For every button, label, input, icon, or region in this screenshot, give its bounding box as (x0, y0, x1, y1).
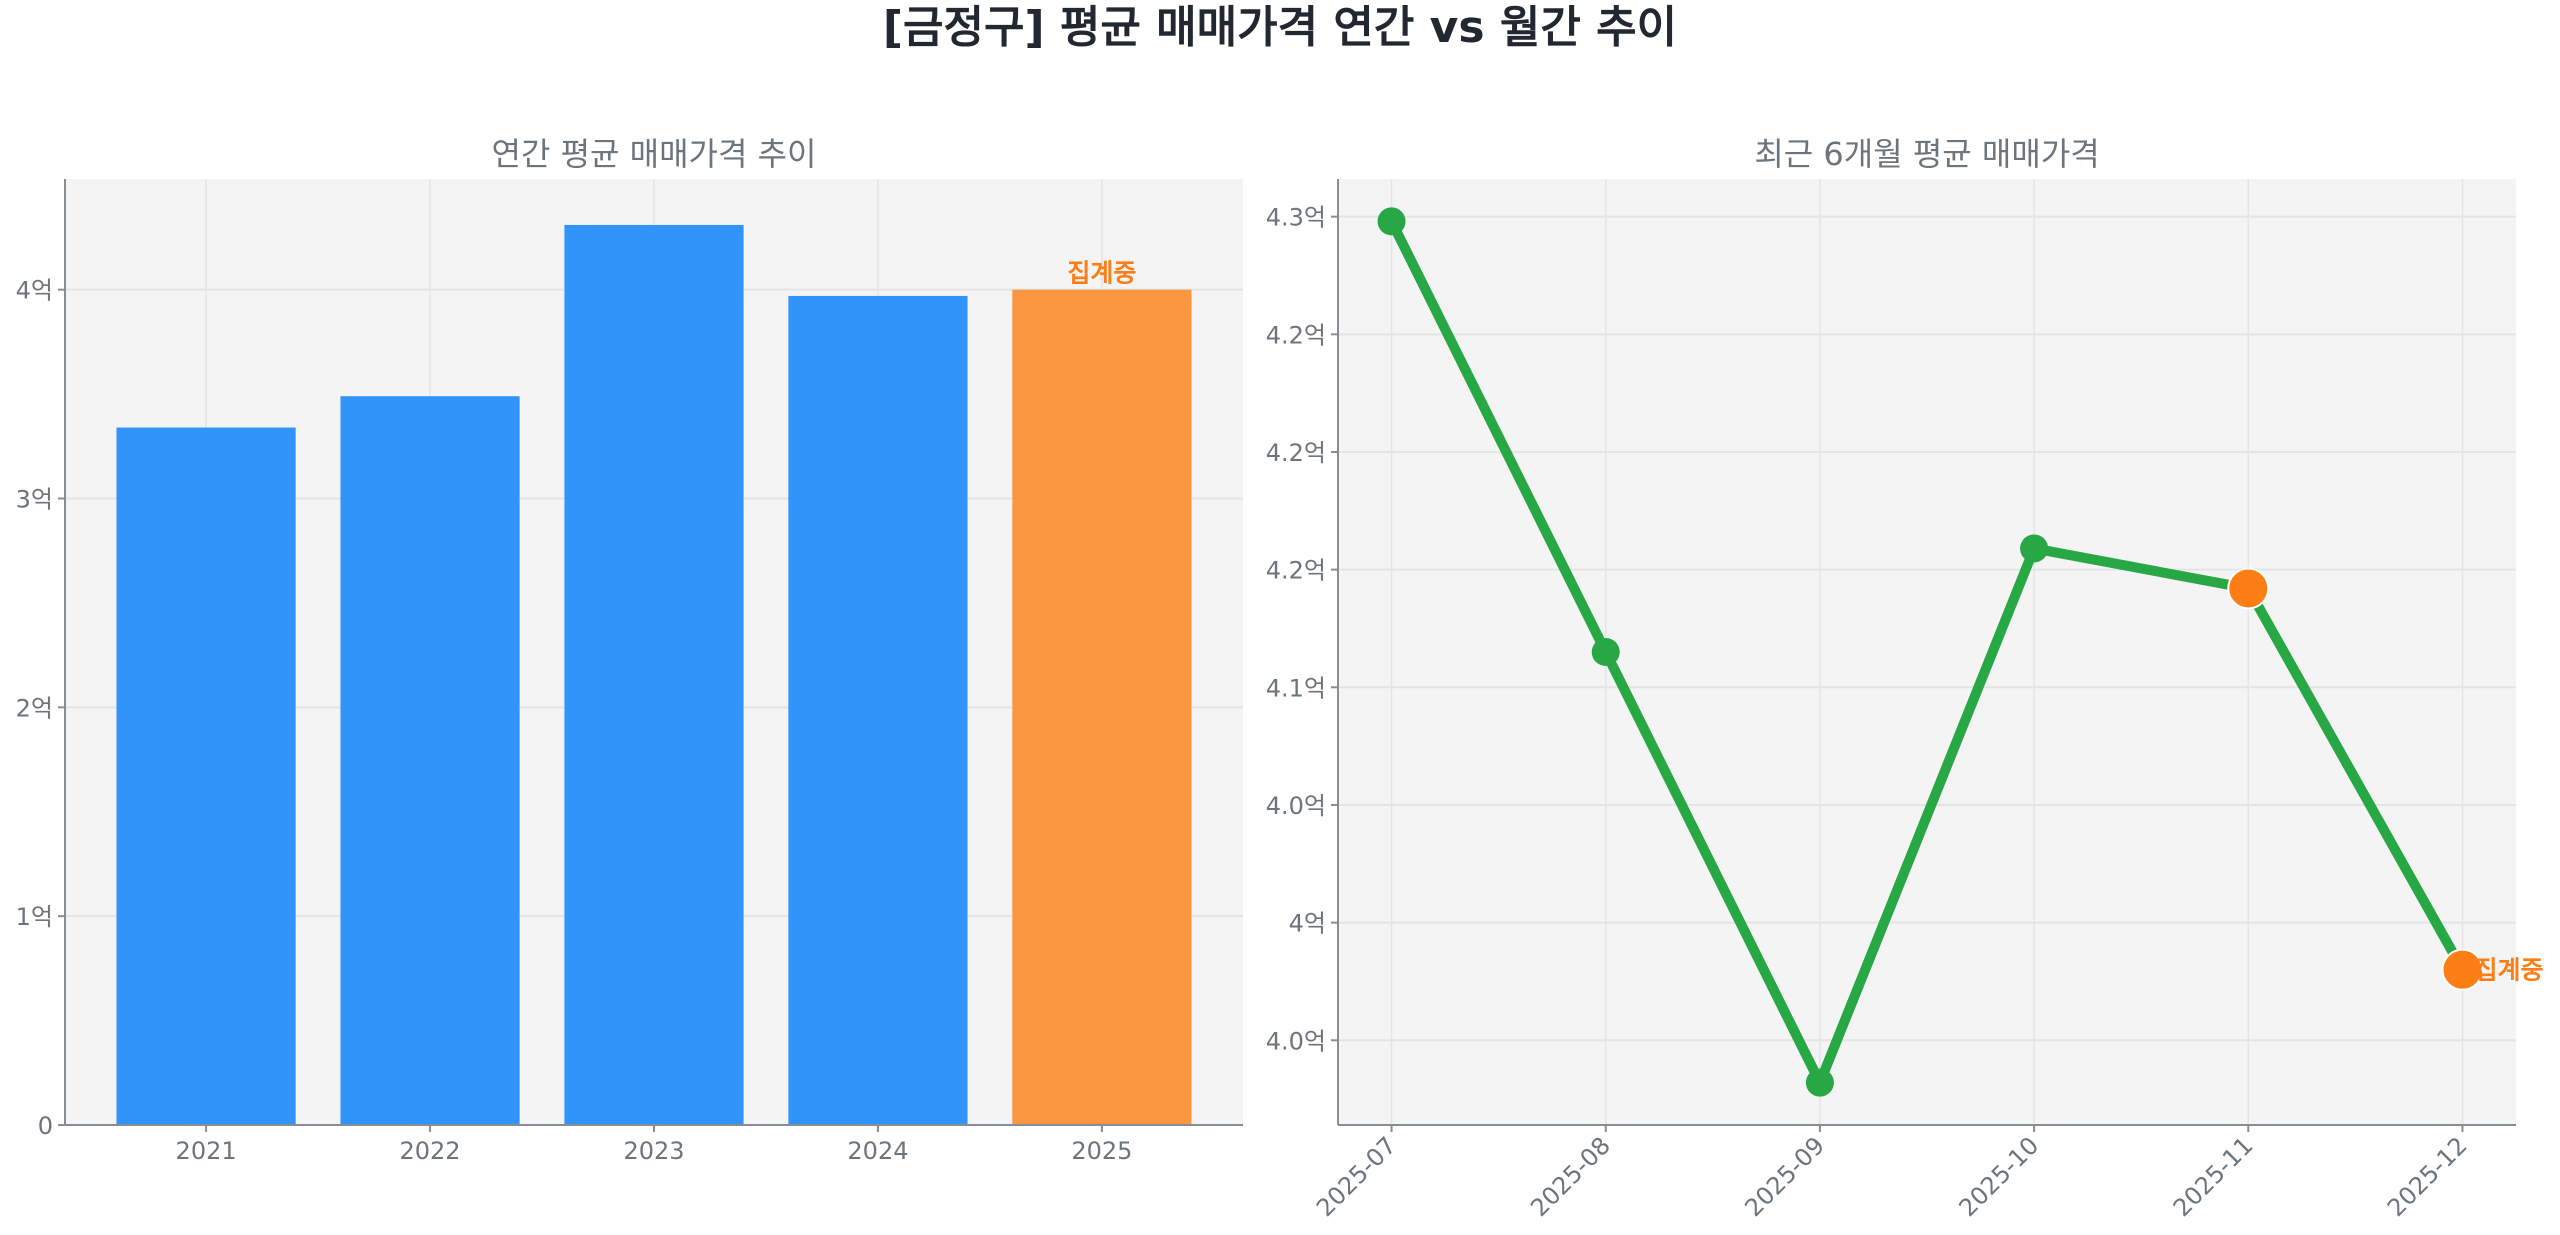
data-point-2025-07 (1377, 207, 1406, 236)
y-tick-label: 2억 (16, 694, 53, 722)
data-point-2025-12 (2441, 948, 2484, 991)
bar-2021 (116, 427, 296, 1126)
annual-bar-chart: 연간 평균 매매가격 추이 0 1억 2억 3억 4억 2021 2022 2023 2024 2… (16, 135, 1243, 1165)
y-tick-label: 1억 (16, 903, 53, 931)
data-point-2025-10 (2020, 534, 2049, 563)
x-tick-label: 2023 (623, 1137, 684, 1165)
line-grid (1338, 179, 2516, 1125)
x-tick-label: 2022 (400, 1137, 461, 1165)
x-tick-label: 2021 (176, 1137, 237, 1165)
x-tick-label: 2025 (1071, 1137, 1132, 1165)
y-tick-label: 4.0억 (1266, 792, 1326, 820)
x-tick-label: 2025-11 (2168, 1131, 2259, 1222)
line-chart-title: 최근 6개월 평균 매매가격 (1754, 135, 2099, 173)
y-tick-label: 4.2억 (1266, 439, 1326, 467)
price-line (1386, 216, 2468, 1088)
data-point-2025-09 (1805, 1068, 1834, 1097)
bar-chart-title: 연간 평균 매매가격 추이 (492, 135, 817, 173)
x-tick-label: 2025-09 (1739, 1131, 1830, 1222)
figure-title: [금정구] 평균 매매가격 연간 vs 월간 추이 (883, 2, 1677, 53)
x-tick-label: 2025-10 (1954, 1131, 2045, 1222)
y-tick-label: 3억 (16, 486, 53, 514)
bar-2023 (564, 224, 744, 1125)
y-tick-label: 4.2억 (1266, 321, 1326, 349)
x-tick-label: 2025-07 (1311, 1131, 1402, 1222)
y-tick-label: 4.0억 (1266, 1027, 1326, 1055)
data-point-2025-08 (1591, 638, 1620, 666)
line-plot-area (1338, 179, 2516, 1125)
data-point-2025-11 (2227, 567, 2270, 610)
bar-2022 (340, 396, 520, 1125)
x-tick-label: 2024 (847, 1137, 908, 1165)
y-tick-label: 0 (38, 1112, 53, 1140)
x-tick-label: 2025-12 (2382, 1131, 2473, 1222)
x-tick-label: 2025-08 (1525, 1131, 1616, 1222)
y-tick-label: 4.3억 (1266, 204, 1326, 232)
y-tick-label: 4억 (1289, 910, 1326, 938)
y-tick-label: 4.1억 (1266, 674, 1326, 702)
line-annotations: 집계중 (2474, 956, 2543, 985)
y-tick-label: 4.2억 (1266, 557, 1326, 585)
bar-2025 (1012, 289, 1192, 1125)
in-progress-label: 집계중 (2474, 956, 2543, 985)
bar-2024 (788, 295, 968, 1125)
monthly-line-chart: 최근 6개월 평균 매매가격 4.3억 4.2억 4.2억 4.2억 4.1억 4.0억 4… (1266, 135, 2544, 1222)
y-tick-label: 4억 (16, 277, 53, 305)
line-series (1377, 207, 2484, 1097)
bar-annotations: 집계중 (1067, 259, 1136, 288)
bar-axes: 0 1억 2억 3억 4억 2021 2022 2023 2024 2025 (16, 179, 1243, 1165)
bar-series (116, 224, 1192, 1126)
in-progress-label: 집계중 (1067, 259, 1136, 288)
